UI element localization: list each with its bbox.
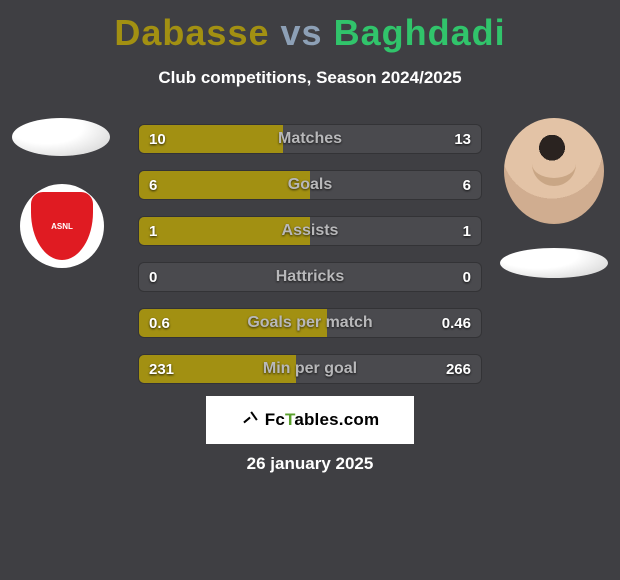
stat-value-right: 266 — [446, 355, 471, 383]
player-left-column: ASNL — [12, 118, 110, 268]
logo-pre: Fc — [265, 410, 285, 429]
stat-row: 0Hattricks0 — [138, 262, 482, 292]
snapshot-date: 26 january 2025 — [0, 454, 620, 474]
stat-value-left: 1 — [149, 217, 157, 245]
title-vs: vs — [281, 12, 323, 53]
comparison-title: Dabasse vs Baghdadi — [0, 0, 620, 54]
player1-club-badge: ASNL — [20, 184, 104, 268]
title-player1: Dabasse — [114, 12, 269, 53]
stat-row: 6Goals6 — [138, 170, 482, 200]
stat-value-left: 231 — [149, 355, 174, 383]
logo-green: T — [285, 410, 294, 429]
fctables-logo: FcTables.com — [206, 396, 414, 444]
stat-value-left: 0.6 — [149, 309, 170, 337]
stat-bars-container: 10Matches13 6Goals6 1Assists1 0Hattricks0 0.… — [138, 124, 482, 400]
stat-value-left: 10 — [149, 125, 166, 153]
logo-text: FcTables.com — [265, 410, 380, 430]
stat-row: 10Matches13 — [138, 124, 482, 154]
player1-face-placeholder — [12, 118, 110, 156]
stat-value-right: 13 — [454, 125, 471, 153]
title-player2: Baghdadi — [334, 12, 506, 53]
subtitle: Club competitions, Season 2024/2025 — [0, 68, 620, 88]
stat-value-right: 0 — [463, 263, 471, 291]
stat-value-left: 6 — [149, 171, 157, 199]
stat-value-right: 0.46 — [442, 309, 471, 337]
logo-spark-icon — [241, 411, 259, 429]
stat-value-right: 6 — [463, 171, 471, 199]
stat-value-left: 0 — [149, 263, 157, 291]
stat-value-right: 1 — [463, 217, 471, 245]
player2-face — [504, 118, 604, 224]
stat-row: 0.6Goals per match0.46 — [138, 308, 482, 338]
stat-fill-left — [139, 171, 310, 199]
player2-club-placeholder — [500, 248, 608, 278]
stat-row: 231Min per goal266 — [138, 354, 482, 384]
stat-fill-left — [139, 217, 310, 245]
stat-label: Hattricks — [139, 263, 481, 291]
logo-post: ables.com — [294, 410, 379, 429]
player-right-column — [504, 118, 608, 278]
club-badge-asnl-icon: ASNL — [31, 192, 93, 260]
stat-row: 1Assists1 — [138, 216, 482, 246]
